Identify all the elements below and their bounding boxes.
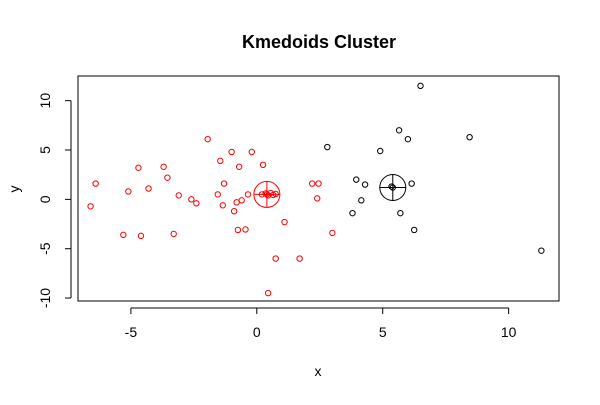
data-point (175, 192, 182, 199)
data-point (234, 226, 242, 234)
data-point (219, 202, 227, 209)
y-axis-label: y (6, 186, 22, 193)
medoid-markers (253, 174, 407, 208)
x-tick-label: 0 (253, 324, 261, 340)
data-point (125, 188, 132, 195)
data-point (408, 180, 415, 187)
data-point (417, 82, 424, 90)
data-point (353, 176, 360, 183)
data-point (217, 157, 224, 165)
y-tick-label: -5 (37, 242, 53, 255)
data-point (92, 180, 99, 187)
x-tick-label: 5 (379, 324, 387, 340)
data-point (296, 255, 303, 262)
y-tick-label: 0 (37, 195, 53, 203)
data-point (395, 127, 403, 134)
data-point (388, 183, 395, 190)
data-point (324, 143, 331, 151)
data-point (188, 196, 195, 203)
data-point (220, 180, 228, 187)
y-tick-label: 5 (37, 146, 53, 154)
data-point (214, 191, 221, 198)
data-point (315, 180, 322, 187)
data-point (120, 231, 127, 239)
y-axis: -10 -5 0 5 10 (37, 93, 72, 308)
data-point (259, 161, 267, 169)
data-point (264, 289, 272, 297)
data-point (404, 135, 412, 143)
x-axis-label: x (315, 363, 322, 379)
data-point (349, 209, 356, 217)
medoid-center (389, 184, 396, 191)
y-tick-label: 10 (37, 93, 53, 109)
data-point (238, 197, 245, 204)
data-point (538, 247, 545, 254)
data-point (145, 185, 152, 192)
plot-frame (77, 75, 560, 302)
data-point (410, 226, 418, 234)
data-point (466, 133, 473, 141)
data-point (314, 195, 321, 202)
data-point (87, 203, 94, 210)
data-point (170, 230, 177, 238)
data-point (137, 232, 145, 240)
data-point (235, 163, 243, 170)
data-point (329, 229, 336, 237)
scatter-points (87, 82, 545, 297)
medoid-marker (253, 180, 281, 208)
data-point (397, 209, 404, 217)
data-point (244, 191, 252, 198)
data-point (309, 180, 316, 187)
data-point (361, 181, 369, 188)
data-point (281, 218, 288, 226)
medoid-center (263, 191, 271, 198)
x-tick-label: -5 (125, 324, 138, 340)
data-point (358, 197, 365, 204)
data-point (204, 135, 211, 143)
x-axis: -5 0 5 10 (125, 307, 517, 340)
data-point (193, 200, 200, 207)
data-point (160, 163, 167, 170)
y-tick-label: -10 (37, 288, 53, 308)
x-tick-label: 10 (501, 324, 517, 340)
data-point (242, 226, 249, 233)
data-point (228, 148, 235, 156)
medoid-marker (379, 174, 407, 202)
data-point (230, 207, 238, 215)
data-point (248, 148, 255, 156)
chart-title: Kmedoids Cluster (242, 32, 396, 52)
data-point (135, 164, 142, 171)
data-point (376, 147, 384, 155)
data-point (272, 255, 279, 262)
data-point (164, 174, 171, 181)
